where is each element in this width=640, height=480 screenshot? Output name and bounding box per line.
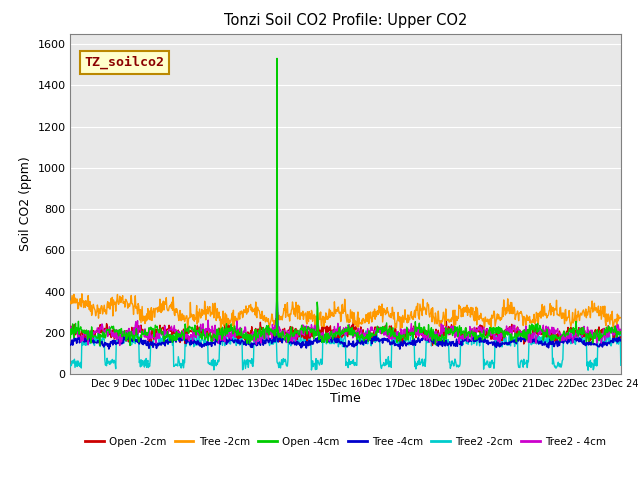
Y-axis label: Soil CO2 (ppm): Soil CO2 (ppm) [19, 156, 32, 252]
Text: TZ_soilco2: TZ_soilco2 [84, 56, 164, 69]
X-axis label: Time: Time [330, 392, 361, 405]
Title: Tonzi Soil CO2 Profile: Upper CO2: Tonzi Soil CO2 Profile: Upper CO2 [224, 13, 467, 28]
Legend: Open -2cm, Tree -2cm, Open -4cm, Tree -4cm, Tree2 -2cm, Tree2 - 4cm: Open -2cm, Tree -2cm, Open -4cm, Tree -4… [81, 432, 611, 451]
